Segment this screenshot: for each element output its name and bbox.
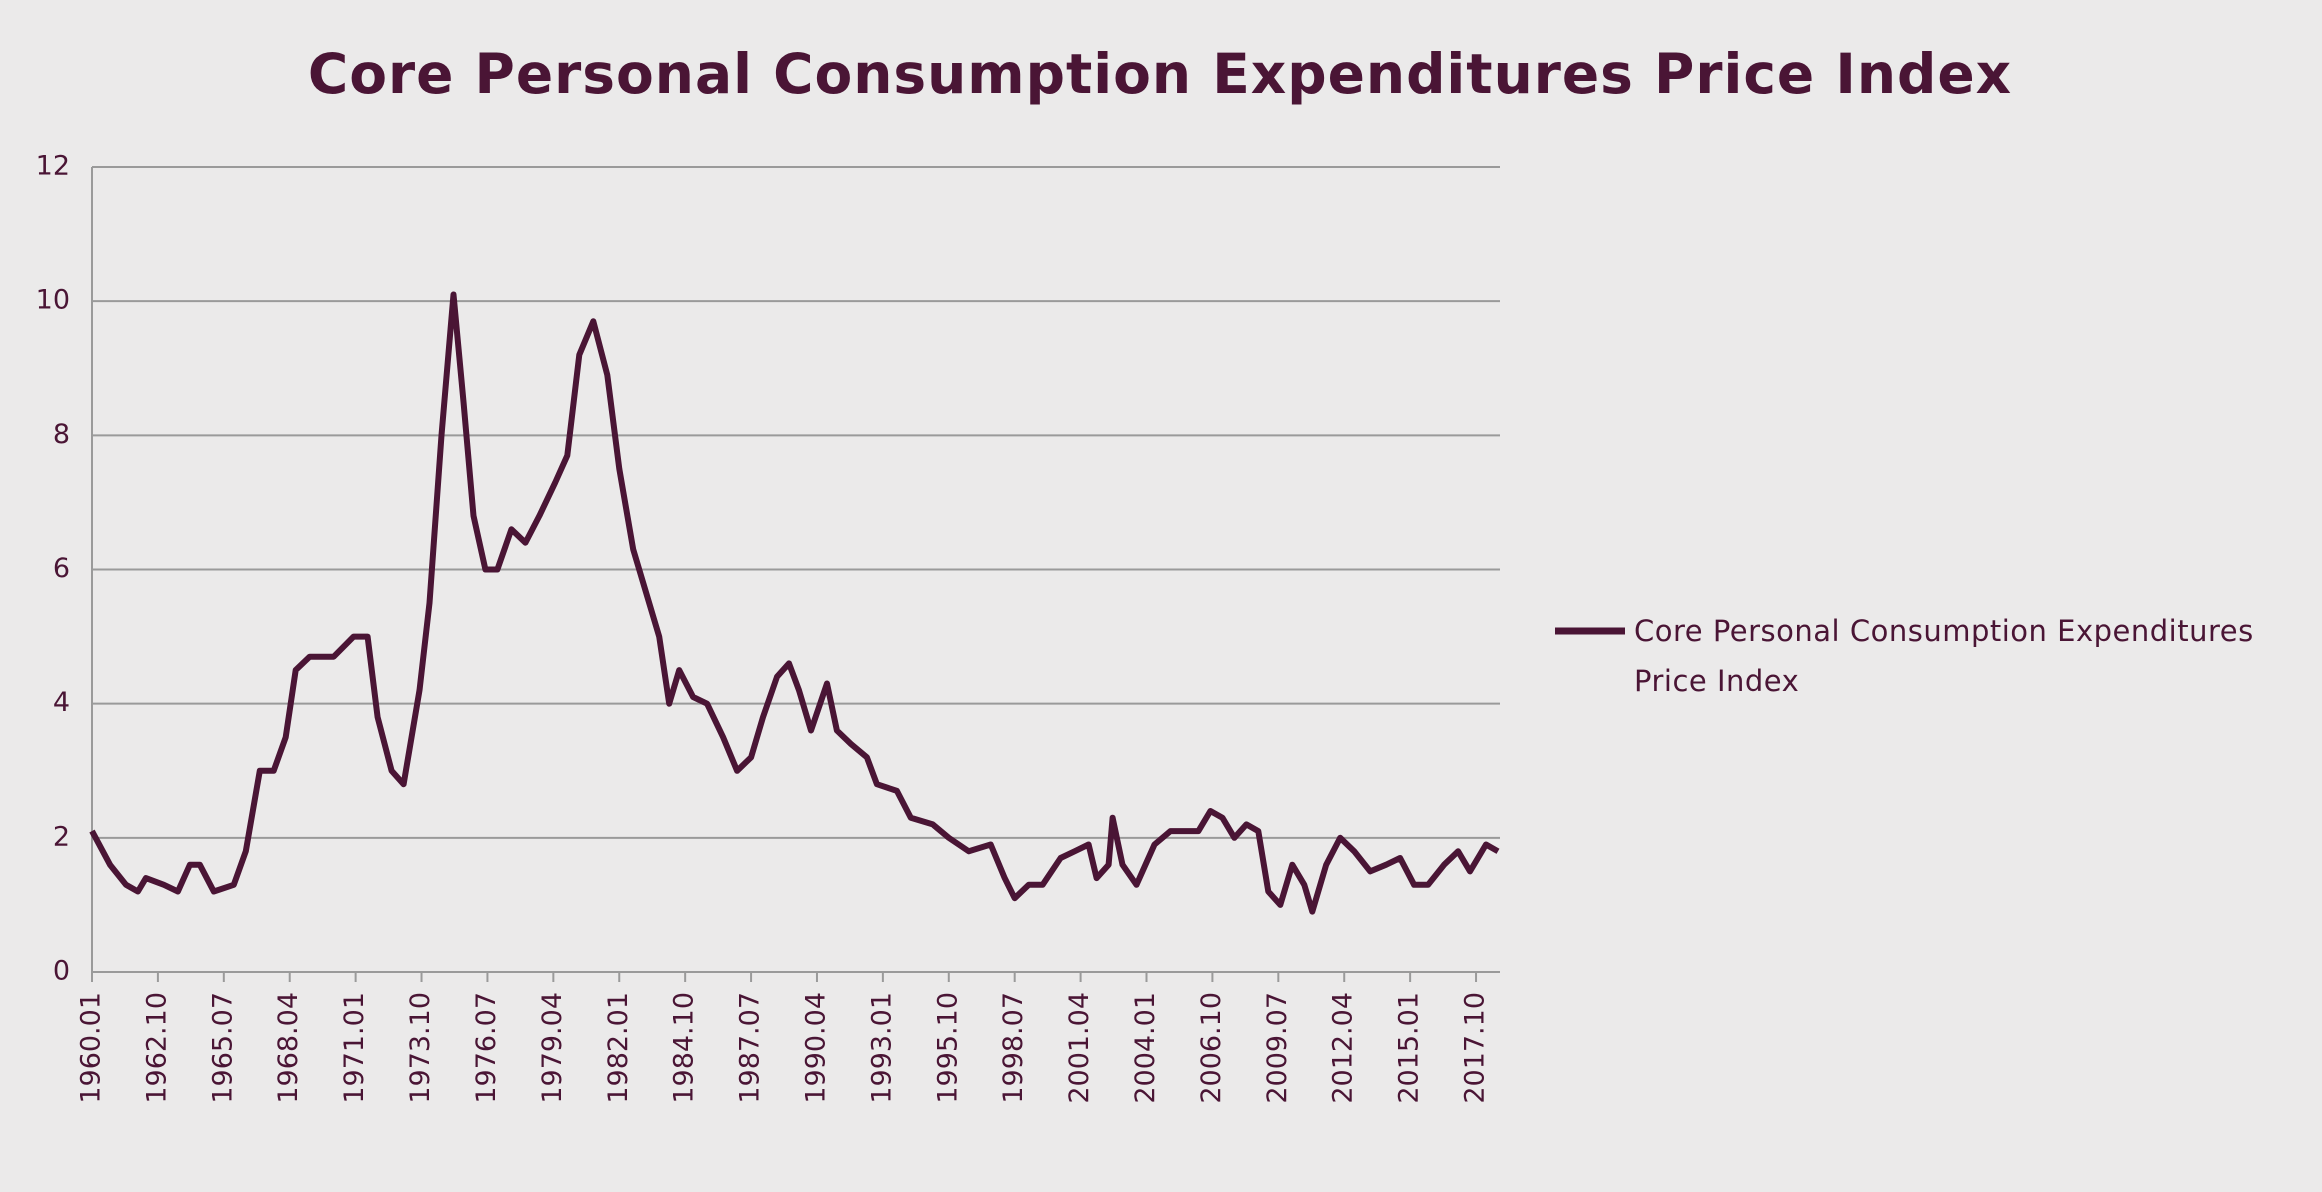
x-tick-label: 1971.01 <box>339 992 370 1104</box>
x-tick-label: 1982.01 <box>603 992 634 1104</box>
x-tick-label: 1965.07 <box>207 992 238 1104</box>
y-tick-label: 4 <box>53 687 70 718</box>
legend-label: Core Personal Consumption Expenditures P… <box>1634 614 2254 698</box>
x-tick-label: 1987.07 <box>735 992 766 1104</box>
x-tick-label: 1976.07 <box>471 992 502 1104</box>
x-tick-label: 2017.10 <box>1460 992 1491 1104</box>
x-tick-label: 1998.07 <box>998 992 1029 1104</box>
x-tick-label: 1993.01 <box>866 992 897 1104</box>
x-tick-label: 1973.10 <box>405 992 436 1104</box>
y-tick-label: 6 <box>53 553 70 584</box>
chart-title: Core Personal Consumption Expenditures P… <box>308 42 2012 106</box>
x-tick-label: 1990.04 <box>800 992 831 1104</box>
line-series <box>89 291 1500 915</box>
x-tick-label: 1979.04 <box>537 992 568 1104</box>
x-tick-label: 2012.04 <box>1328 992 1359 1104</box>
y-tick-label: 0 <box>53 956 70 987</box>
y-tick-label: 10 <box>36 285 70 316</box>
x-tick-label: 1960.01 <box>76 992 107 1104</box>
x-tick-label: 2004.01 <box>1130 992 1161 1104</box>
x-tick-label: 2015.01 <box>1394 992 1425 1104</box>
x-tick-label: 1995.10 <box>932 992 963 1104</box>
y-tick-label: 12 <box>36 151 70 182</box>
x-tick-label: 1962.10 <box>141 992 172 1104</box>
x-tick-label: 1968.04 <box>273 992 304 1104</box>
x-tick-label: 1984.10 <box>669 992 700 1104</box>
y-tick-label: 2 <box>53 821 70 852</box>
x-tick-label: 2009.07 <box>1262 992 1293 1104</box>
x-tick-label: 2001.04 <box>1064 992 1095 1104</box>
y-tick-label: 8 <box>53 419 70 450</box>
x-tick-label: 2006.10 <box>1196 992 1227 1104</box>
